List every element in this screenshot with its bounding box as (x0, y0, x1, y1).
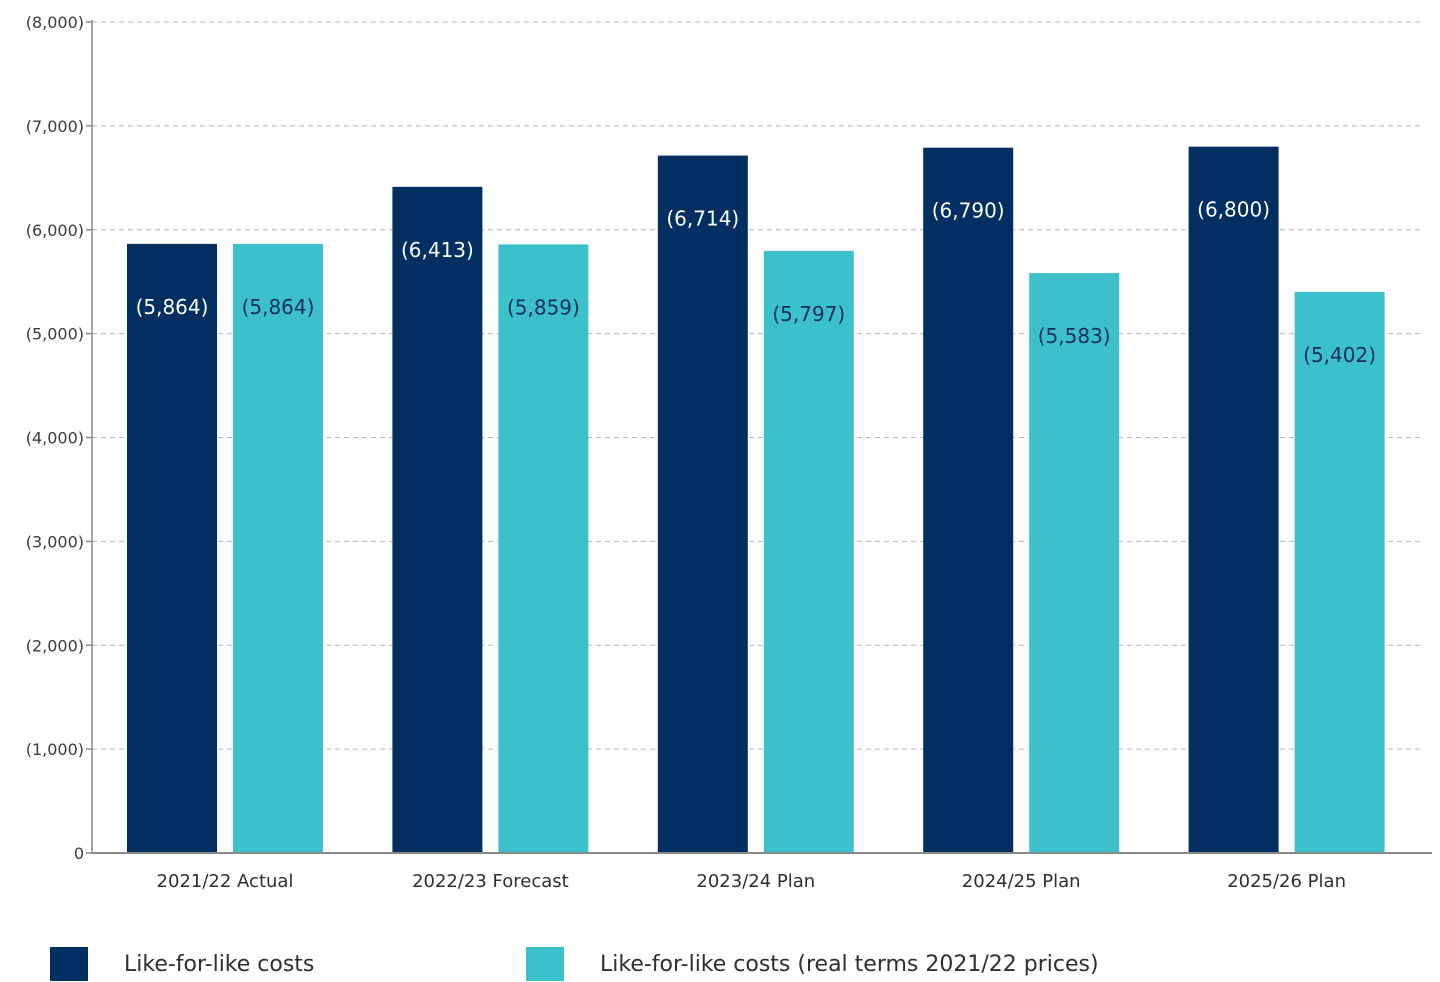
bar-value-label: (5,797) (772, 302, 845, 326)
x-category-label: 2022/23 Forecast (412, 871, 569, 892)
bar-real-terms (1029, 273, 1120, 853)
legend-item-like-for-like-costs-real-terms: Like-for-like costs (real terms 2021/22 … (526, 946, 1099, 982)
bar-value-label: (5,859) (507, 295, 580, 319)
bar-like-for-like-costs (923, 147, 1014, 854)
legend-item-like-for-like-costs: Like-for-like costs (50, 946, 314, 982)
bar-real-terms (498, 244, 589, 854)
bar-value-label: (6,790) (932, 199, 1005, 223)
bar-value-label: (6,800) (1197, 198, 1270, 222)
y-tick-label: (6,000) (26, 221, 84, 240)
bar-like-for-like-costs (657, 155, 748, 853)
legend: Like-for-like costs Like-for-like costs … (0, 946, 1440, 982)
y-tick-label: (2,000) (26, 636, 84, 655)
y-tick-label: (1,000) (26, 740, 84, 759)
bar-value-label: (6,413) (401, 238, 474, 262)
y-tick-label: (5,000) (26, 325, 84, 344)
bar-real-terms (763, 250, 854, 854)
bar-value-label: (6,714) (666, 207, 739, 231)
y-tick-label: (3,000) (26, 532, 84, 551)
y-tick-label: (4,000) (26, 429, 84, 448)
bar-like-for-like-costs (392, 186, 483, 854)
y-tick-label: (7,000) (26, 117, 84, 136)
legend-swatch-dark-navy (50, 947, 88, 981)
bar-chart: 0 (1,000) (2,000) (3,000) (4,000) (5,000) (6,0… (26, 13, 1432, 892)
bar-value-label: (5,402) (1303, 343, 1376, 367)
bar-real-terms (233, 243, 323, 853)
y-tick-label: (8,000) (26, 13, 84, 32)
y-tick-label: 0 (74, 844, 84, 863)
bar-like-for-like-costs (1188, 146, 1279, 853)
bar-like-for-like-costs (127, 243, 217, 853)
x-category-label: 2021/22 Actual (157, 871, 294, 892)
bar-value-label: (5,583) (1038, 324, 1111, 348)
bar-value-label: (5,864) (242, 295, 315, 319)
legend-swatch-teal (526, 947, 564, 981)
bar-value-label: (5,864) (136, 295, 209, 319)
legend-label: Like-for-like costs (real terms 2021/22 … (600, 951, 1099, 977)
x-category-label: 2024/25 Plan (962, 871, 1081, 892)
legend-label: Like-for-like costs (124, 951, 315, 977)
x-category-label: 2025/26 Plan (1227, 871, 1346, 892)
bar-real-terms (1294, 291, 1385, 853)
x-category-label: 2023/24 Plan (696, 871, 815, 892)
